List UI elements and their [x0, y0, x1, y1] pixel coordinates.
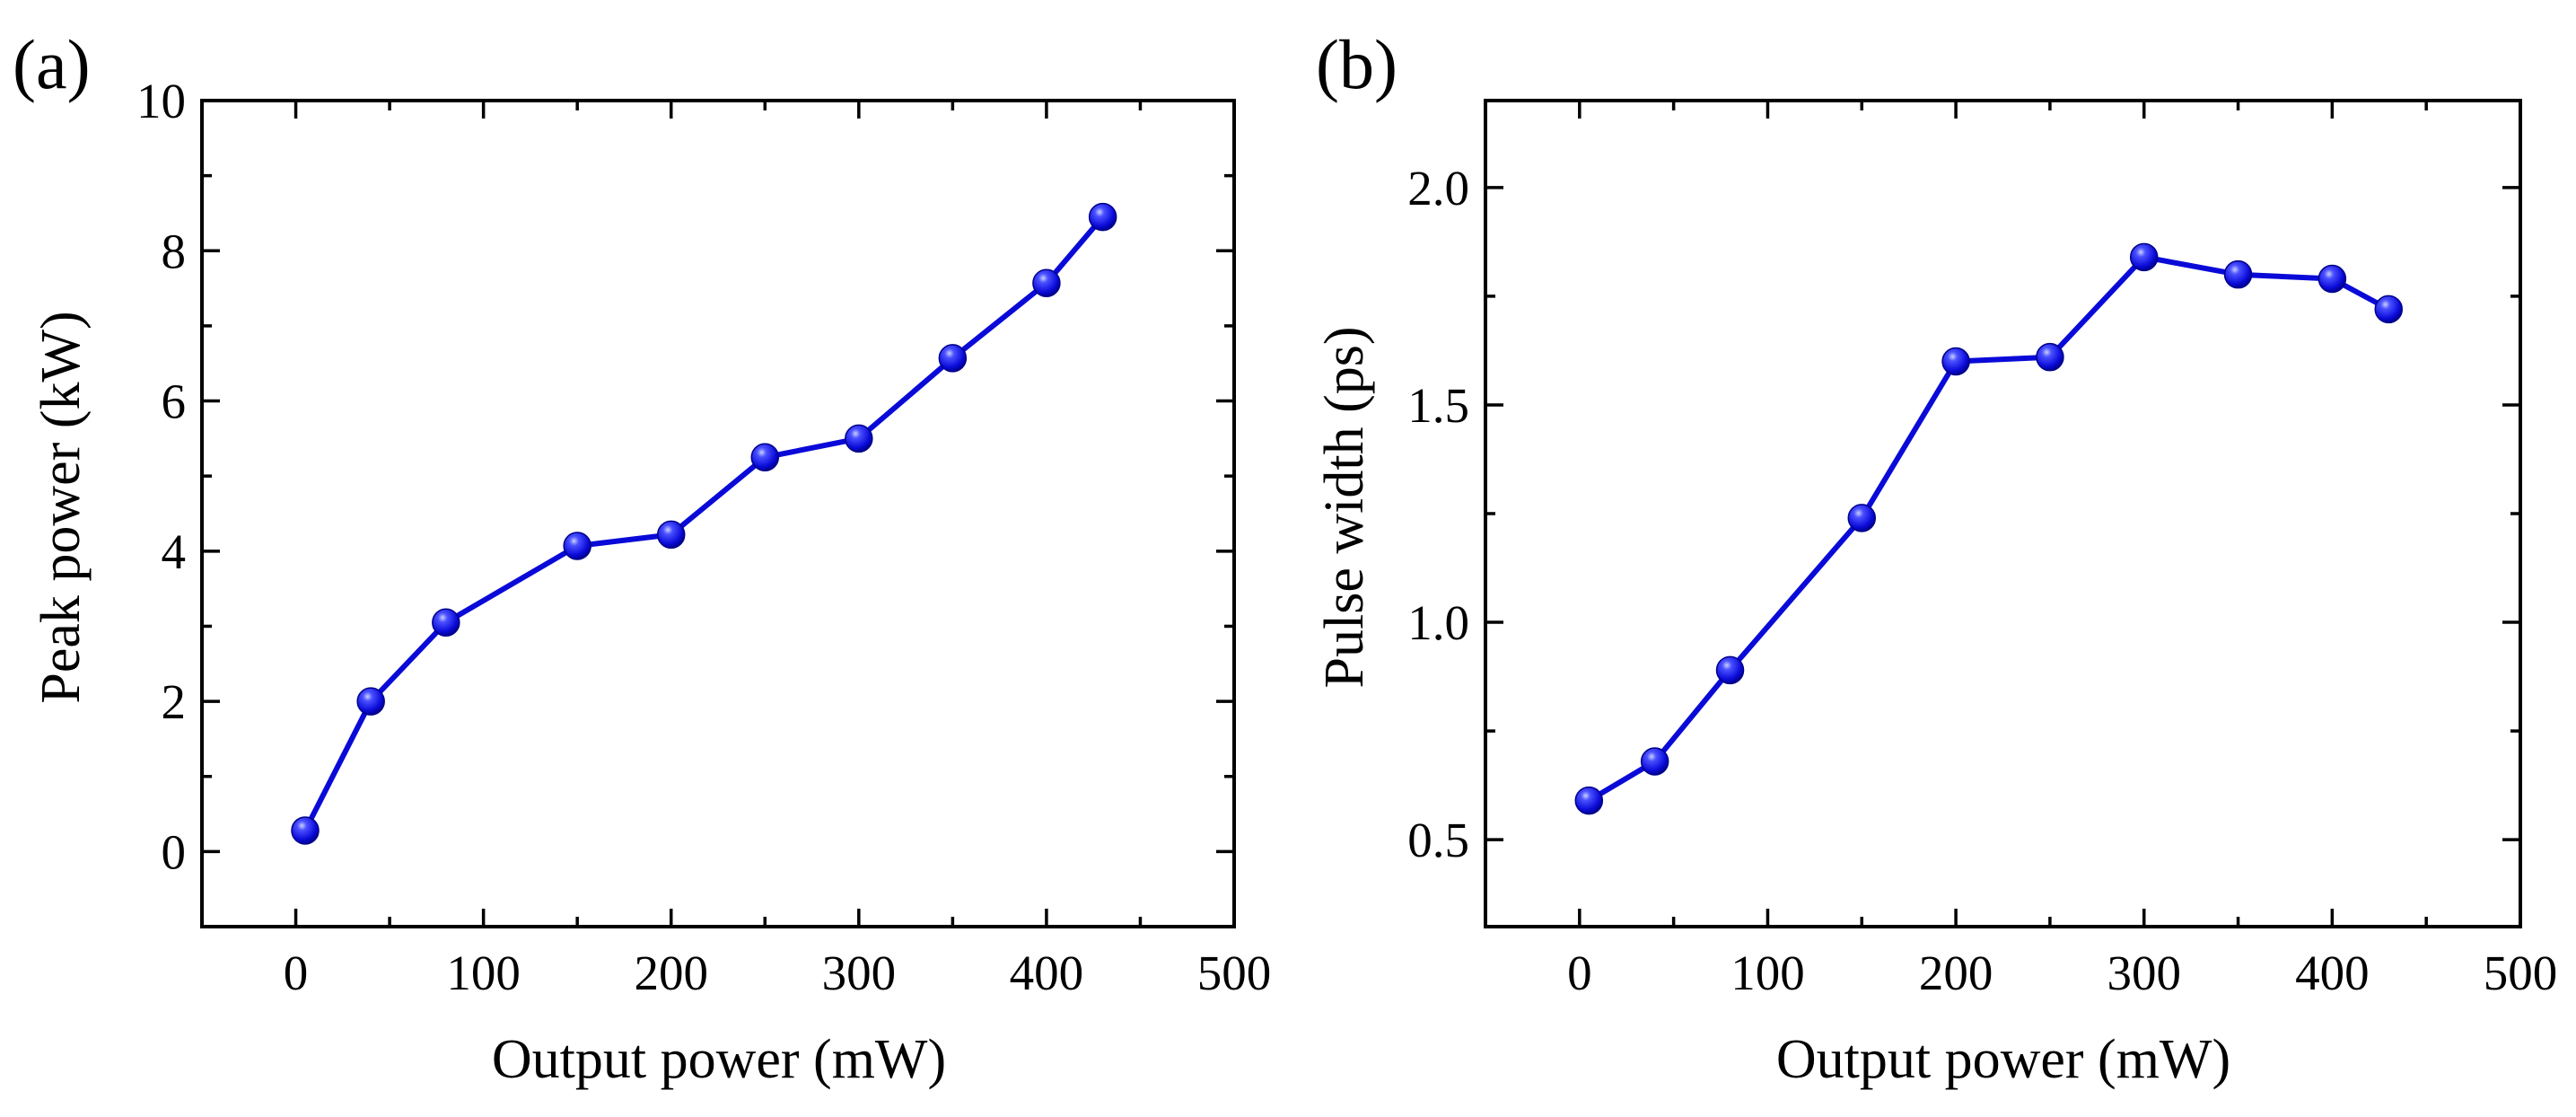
- x-tick-label: 0: [1567, 945, 1592, 1000]
- data-point: [2129, 242, 2159, 272]
- x-axis-label: Output power (mW): [1776, 1029, 2230, 1090]
- x-tick-label: 500: [2484, 945, 2558, 1000]
- data-point: [656, 520, 686, 550]
- data-point: [432, 608, 460, 638]
- data-point: [1088, 202, 1117, 232]
- data-point: [1715, 655, 1745, 685]
- x-tick-label: 100: [1730, 945, 1805, 1000]
- plot-frame: [200, 99, 1236, 928]
- data-point: [1640, 747, 1669, 776]
- y-tick-label: 6: [162, 374, 187, 429]
- y-tick-label: 8: [162, 224, 187, 278]
- data-point: [563, 532, 591, 560]
- data-point: [291, 816, 320, 845]
- data-point: [1941, 347, 1970, 376]
- plot-area: 0 100 200 300 400 500 0.5 1.0 1.5 2.0: [1407, 99, 2558, 1000]
- panel-label: (b): [1316, 25, 1398, 103]
- data-point: [845, 424, 873, 453]
- data-point: [2318, 264, 2347, 294]
- x-tick-label: 0: [284, 945, 309, 1000]
- data-point: [2374, 295, 2404, 324]
- data-point: [938, 344, 968, 373]
- plot-frame: [1484, 99, 2522, 928]
- y-tick-label: 4: [162, 524, 187, 579]
- y-tick-label: 0.5: [1407, 813, 1469, 867]
- panel-label: (a): [13, 25, 91, 103]
- series-line: [1587, 254, 2390, 804]
- data-point: [1032, 268, 1061, 297]
- data-point: [750, 443, 780, 472]
- y-tick-label: 1.0: [1407, 595, 1469, 650]
- x-tick-label: 300: [822, 945, 897, 1000]
- x-tick-label: 300: [2107, 945, 2181, 1000]
- y-axis-label: Pulse width (ps): [1314, 327, 1375, 689]
- y-tick-label: 1.5: [1407, 378, 1469, 433]
- x-axis-label: Output power (mW): [492, 1029, 946, 1090]
- data-point: [356, 687, 385, 716]
- x-tick-label: 400: [1010, 945, 1084, 1000]
- y-tick-label: 0: [162, 824, 187, 879]
- data-point: [2036, 342, 2064, 372]
- x-tick-label: 200: [634, 945, 708, 1000]
- y-tick-label: 2.0: [1407, 161, 1469, 215]
- x-tick-label: 400: [2295, 945, 2370, 1000]
- y-tick-label: 2: [162, 674, 187, 729]
- y-tick-label: 10: [136, 74, 186, 128]
- series-line: [302, 215, 1105, 832]
- data-point: [1574, 786, 1604, 815]
- x-tick-label: 200: [1919, 945, 1993, 1000]
- y-axis-label: Peak power (kW): [31, 311, 92, 703]
- panel-b: (b) Pulse width (ps) Output power (mW) 0…: [1314, 25, 2557, 1090]
- plot-area: 0 100 200 300 400 500 0 2 4 6 8 10: [136, 74, 1271, 1000]
- data-point: [2223, 259, 2253, 289]
- panel-a: (a) Peak power (kW) Output power (mW) 0 1…: [13, 25, 1271, 1090]
- x-tick-label: 100: [446, 945, 521, 1000]
- x-tick-label: 500: [1197, 945, 1272, 1000]
- data-point: [1847, 504, 1877, 532]
